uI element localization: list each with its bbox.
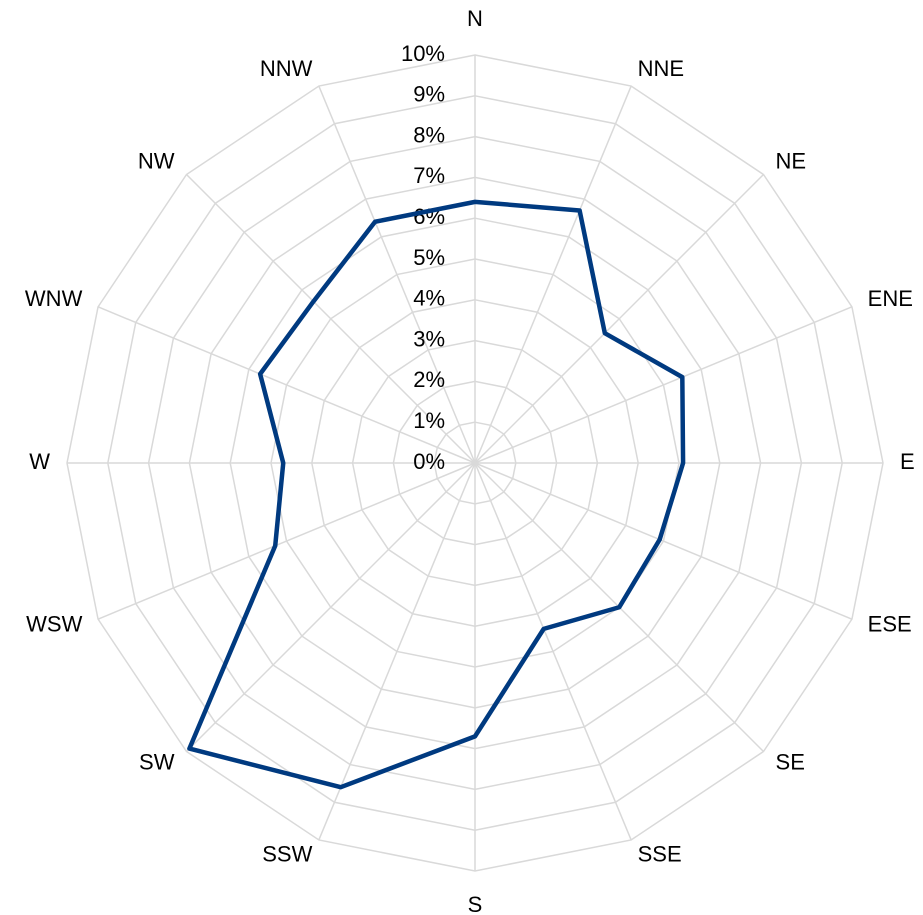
category-label: NNE	[638, 56, 684, 81]
category-label: NE	[776, 148, 807, 173]
grid-spoke	[185, 173, 476, 464]
tick-label: 1%	[413, 408, 445, 433]
grid-spoke	[185, 462, 476, 753]
category-label: SE	[776, 749, 805, 774]
category-label: ENE	[868, 286, 913, 311]
category-label: NW	[138, 148, 175, 173]
category-label: WNW	[25, 286, 83, 311]
tick-label: 5%	[413, 245, 445, 270]
category-label: SSE	[638, 841, 682, 866]
category-label: WSW	[26, 611, 82, 636]
grid-spoke	[474, 462, 632, 841]
tick-label: 4%	[413, 286, 445, 311]
tick-label: 2%	[413, 367, 445, 392]
category-label: SW	[139, 749, 175, 774]
tick-label: 0%	[413, 449, 445, 474]
tick-label: 7%	[413, 163, 445, 188]
tick-label: 3%	[413, 326, 445, 351]
series-line	[187, 199, 686, 790]
grid-spoke	[474, 462, 853, 620]
tick-label: 9%	[413, 82, 445, 107]
category-label: SSW	[262, 841, 312, 866]
category-label: E	[900, 449, 915, 474]
category-label: N	[467, 6, 483, 31]
grid-spoke	[318, 85, 476, 464]
grid-spoke	[97, 462, 476, 620]
grid-spoke	[474, 306, 853, 464]
tick-label: 10%	[401, 41, 445, 66]
grid-spoke	[474, 173, 765, 464]
category-label: ESE	[868, 611, 912, 636]
grid-spoke	[97, 306, 476, 464]
category-label: W	[29, 449, 50, 474]
tick-label: 8%	[413, 122, 445, 147]
category-label: S	[468, 892, 483, 915]
category-label: NNW	[260, 56, 313, 81]
grid-spoke	[474, 85, 632, 464]
grid-spoke	[318, 462, 476, 841]
